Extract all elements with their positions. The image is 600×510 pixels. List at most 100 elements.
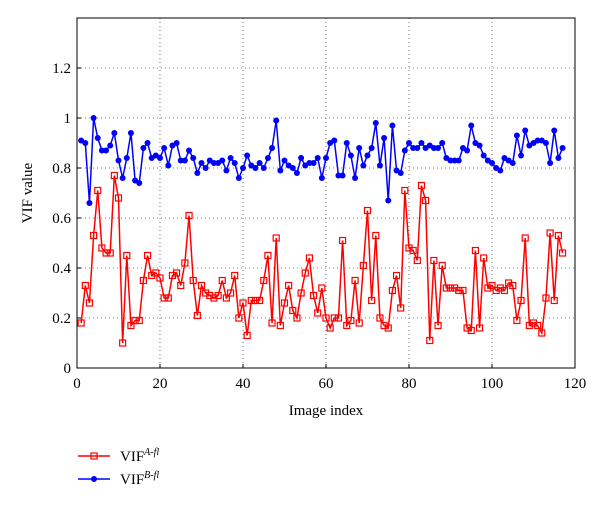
data-point (85, 299, 94, 307)
data-point (551, 127, 558, 134)
data-point (98, 244, 106, 252)
data-point (127, 130, 134, 136)
data-point (260, 276, 268, 285)
data-point (438, 261, 446, 270)
data-point (264, 155, 271, 161)
x-tick-label: 40 (236, 376, 251, 392)
data-point (285, 281, 293, 290)
legend-marker (90, 452, 98, 460)
y-tick-label: 0.2 (52, 311, 71, 327)
data-point (247, 296, 255, 305)
data-point (372, 231, 380, 240)
data-point (210, 160, 217, 166)
data-point (173, 269, 181, 277)
data-point (451, 157, 458, 164)
data-point (272, 234, 280, 242)
data-point (280, 299, 289, 307)
data-point (343, 140, 350, 146)
data-point (397, 170, 404, 176)
y-tick-label: 0.4 (52, 261, 71, 277)
data-point (334, 314, 343, 322)
data-point (435, 145, 442, 151)
data-point (521, 234, 529, 242)
data-point (102, 249, 110, 257)
data-point (397, 304, 405, 312)
data-point (306, 160, 313, 166)
data-point (110, 171, 118, 180)
data-point (240, 165, 246, 171)
data-point (127, 321, 135, 330)
data-point (239, 299, 247, 307)
plot-frame (76, 17, 576, 369)
data-point (434, 321, 442, 330)
data-point (389, 122, 396, 129)
data-point (119, 339, 127, 347)
x-axis-label: Image index (289, 403, 364, 419)
data-point (156, 274, 164, 282)
data-point (455, 286, 463, 295)
data-point (298, 155, 305, 161)
data-point (135, 316, 143, 325)
data-point (522, 127, 529, 134)
data-point (277, 167, 284, 174)
data-point (193, 311, 201, 320)
data-point (401, 147, 408, 154)
legend-label: VIFB-fl (120, 470, 159, 488)
data-point (177, 281, 185, 290)
data-point (414, 145, 421, 151)
data-point (475, 324, 484, 332)
data-point (227, 155, 234, 161)
data-point (335, 172, 342, 179)
data-point (219, 157, 226, 164)
data-point (547, 160, 554, 166)
data-point (497, 167, 504, 174)
data-point (214, 291, 222, 300)
data-point (442, 284, 450, 292)
data-point (480, 254, 488, 262)
data-point (410, 145, 417, 151)
data-point (94, 186, 102, 195)
series-line (80, 175, 564, 344)
data-point (534, 137, 541, 144)
data-point (235, 314, 243, 322)
data-point (293, 170, 300, 176)
data-point (115, 157, 122, 164)
data-point (198, 160, 205, 166)
data-point (252, 165, 259, 171)
data-point (111, 130, 118, 136)
data-point (251, 296, 260, 305)
data-point (542, 140, 549, 146)
data-point (385, 197, 392, 204)
legend-entry: VIFB-fl (78, 470, 159, 488)
data-point (534, 321, 542, 330)
data-point (509, 281, 517, 290)
data-point (467, 326, 475, 335)
data-point (123, 155, 130, 161)
data-point (165, 162, 172, 169)
data-point (190, 155, 197, 161)
data-point (430, 145, 437, 151)
data-point (339, 172, 346, 179)
data-point (90, 115, 97, 121)
x-tick-label: 100 (481, 376, 504, 392)
data-point (468, 122, 475, 129)
data-point (106, 249, 114, 257)
data-point (550, 296, 558, 305)
data-point (323, 155, 329, 161)
data-point (309, 291, 318, 300)
data-point (364, 152, 371, 159)
data-point (476, 142, 483, 149)
y-tick-label: 1 (64, 111, 72, 127)
data-point (500, 286, 509, 295)
data-point (554, 231, 563, 240)
data-point (243, 331, 251, 340)
legend-marker (91, 476, 97, 482)
data-point (197, 281, 206, 290)
data-point (559, 145, 566, 151)
legend-entry: VIFA-fl (78, 447, 159, 465)
data-point (489, 160, 495, 166)
data-point (352, 175, 359, 181)
data-point (119, 175, 126, 181)
data-point (256, 160, 263, 166)
data-point (331, 137, 338, 144)
